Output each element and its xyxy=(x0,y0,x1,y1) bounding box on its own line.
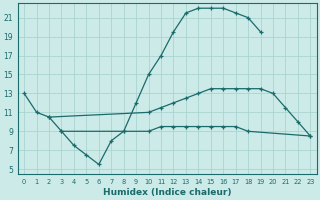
X-axis label: Humidex (Indice chaleur): Humidex (Indice chaleur) xyxy=(103,188,231,197)
